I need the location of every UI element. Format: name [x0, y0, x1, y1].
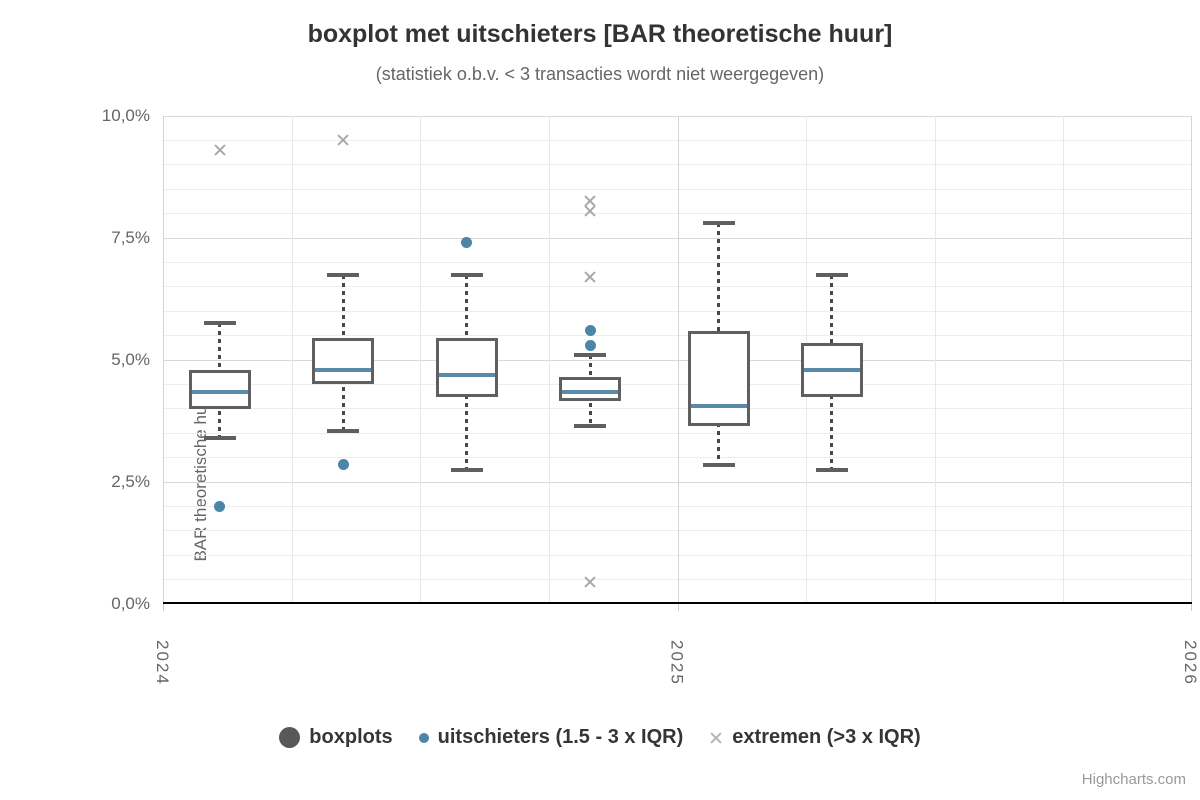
median-line [438, 372, 495, 377]
y-gridline-minor [163, 554, 1192, 556]
legend-item-label: boxplots [309, 726, 393, 748]
y-gridline-minor [163, 335, 1192, 337]
y-gridline-minor [163, 310, 1192, 312]
whisker-cap-low [815, 467, 848, 472]
whisker-cap-high [702, 221, 735, 226]
legend-item-label: extremen (>3 x IQR) [732, 726, 921, 748]
y-gridline-minor [163, 213, 1192, 215]
y-gridline-minor [163, 457, 1192, 459]
x-gridline-year [1191, 116, 1192, 604]
boxplot-marker-icon [279, 727, 301, 748]
legend-item-uitschieters[interactable]: uitschieters (1.5 - 3 x IQR) [418, 726, 684, 749]
y-gridline-minor [163, 408, 1192, 410]
whisker-cap-high [574, 353, 607, 358]
x-gridline-minor [420, 116, 422, 604]
x-marker-icon [709, 731, 723, 745]
outlier-point[interactable] [584, 339, 596, 351]
highcharts-credit[interactable]: Highcharts.com [1081, 771, 1186, 788]
whisker-cap-low [327, 428, 360, 433]
y-gridline-minor [163, 530, 1192, 532]
x-gridline-minor [1063, 116, 1065, 604]
outlier-point[interactable] [214, 500, 226, 512]
y-gridline-minor [163, 164, 1192, 166]
median-line [562, 389, 619, 394]
whisker-cap-high [815, 272, 848, 277]
y-gridline-major [163, 237, 1192, 239]
extreme-point[interactable] [213, 143, 227, 157]
extreme-point[interactable] [583, 204, 597, 218]
median-line [690, 404, 747, 409]
whisker-cap-low [203, 436, 236, 441]
extreme-point[interactable] [583, 575, 597, 589]
y-gridline-major [163, 115, 1192, 117]
y-gridline-minor [163, 188, 1192, 190]
y-axis-label: 2,5% [111, 472, 150, 491]
whisker-cap-high [203, 321, 236, 326]
boxplot-box[interactable] [559, 377, 622, 402]
y-gridline-minor [163, 286, 1192, 288]
whisker-cap-low [574, 423, 607, 428]
x-axis-label: 2026 [1181, 640, 1200, 686]
extreme-point[interactable] [583, 270, 597, 284]
x-gridline-minor [548, 116, 550, 604]
boxplot-box[interactable] [435, 338, 498, 397]
outlier-point[interactable] [584, 325, 596, 337]
chart-title: boxplot met uitschieters [BAR theoretisc… [307, 20, 893, 48]
outlier-point[interactable] [337, 459, 349, 471]
whisker-cap-low [450, 467, 483, 472]
x-axis-tick [163, 604, 164, 611]
y-gridline-major [163, 481, 1192, 483]
whisker-cap-high [450, 272, 483, 277]
boxplot-box[interactable] [687, 330, 750, 426]
legend-item-boxplots[interactable]: boxplots [279, 726, 393, 749]
legend-item-extremen[interactable]: extremen (>3 x IQR) [709, 726, 920, 749]
x-gridline-year [163, 116, 164, 604]
x-gridline-minor [291, 116, 293, 604]
boxplot-box[interactable] [312, 338, 375, 385]
median-line [315, 367, 372, 372]
extreme-point[interactable] [336, 133, 350, 147]
x-axis-label: 2025 [667, 640, 687, 686]
x-axis-tick [677, 604, 679, 611]
y-gridline-minor [163, 579, 1192, 581]
legend: boxplots uitschieters (1.5 - 3 x IQR) extr… [0, 726, 1200, 749]
y-axis-label: 5,0% [111, 350, 150, 369]
y-axis-label: 10,0% [101, 106, 150, 125]
outlier-point[interactable] [461, 237, 473, 249]
y-gridline-minor [163, 432, 1192, 434]
x-axis-label: 2024 [153, 640, 172, 686]
whisker-cap-low [702, 462, 735, 467]
plot-area: BAR theoretische huur 0,0% 2,5% 5,0% 7,5% 10… [102, 106, 1200, 686]
x-gridline-minor [934, 116, 936, 604]
median-line [191, 389, 248, 394]
whisker-cap-high [327, 272, 360, 277]
chart-subtitle: (statistiek o.b.v. < 3 transacties wordt… [375, 64, 825, 84]
y-gridline-minor [163, 261, 1192, 263]
legend-item-label: uitschieters (1.5 - 3 x IQR) [437, 726, 684, 748]
x-axis-line [163, 602, 1192, 604]
y-axis-label: 0,0% [111, 594, 150, 613]
boxplot-box[interactable] [188, 369, 251, 409]
x-gridline-year [677, 116, 679, 604]
y-gridline-minor [163, 505, 1192, 507]
outlier-marker-icon [418, 732, 429, 743]
median-line [803, 367, 860, 372]
y-gridline-minor [163, 139, 1192, 141]
x-axis-tick [1191, 604, 1192, 611]
y-axis-label: 7,5% [111, 228, 150, 247]
